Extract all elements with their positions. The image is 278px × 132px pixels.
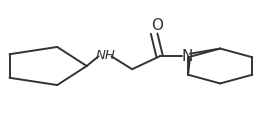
Text: N: N xyxy=(182,50,193,64)
Text: O: O xyxy=(151,18,163,33)
Text: NH: NH xyxy=(96,49,116,62)
